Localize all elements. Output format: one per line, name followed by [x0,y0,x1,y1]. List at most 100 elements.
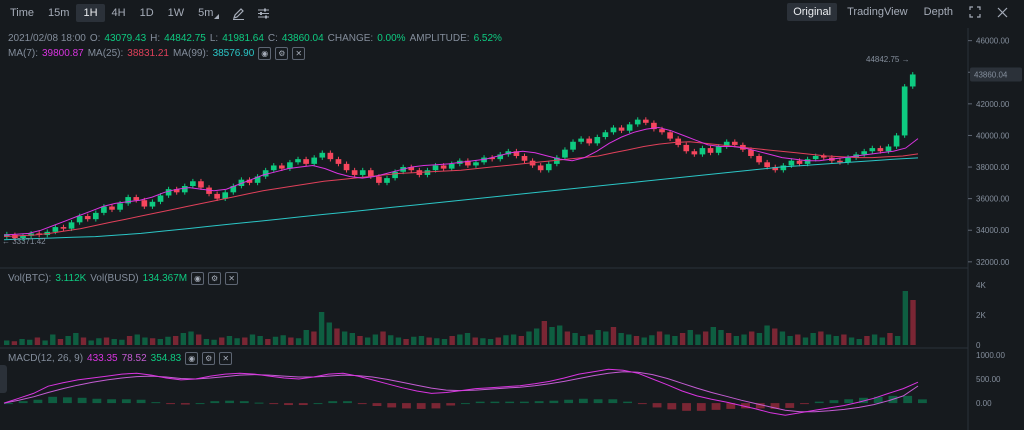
volume-bar [65,336,71,345]
volume-bar [541,321,548,345]
panel-collapse-handle[interactable] [0,365,7,393]
volume-bar [595,330,601,345]
candle [642,119,649,123]
volume-bar [203,339,210,345]
macd-histogram-bar [534,401,544,404]
candle [92,212,99,220]
interval-4h[interactable]: 4H [111,7,126,19]
volume-bar [533,328,540,345]
macd-histogram-bar [682,403,691,411]
macd-histogram-bar [549,400,559,404]
volume-bar [357,336,363,345]
view-original[interactable]: Original [787,3,838,21]
macd-histogram-bar [755,403,765,409]
interval-5m-label: 5m [198,7,214,19]
macd-histogram-bar [225,400,234,404]
candle [780,165,787,171]
ma7-line [3,126,919,236]
volume-bar [103,337,110,345]
ohlc-date: 2021/02/08 18:00 [8,33,86,44]
eye-icon[interactable]: ◉ [258,47,272,60]
candle [68,222,75,229]
close-icon[interactable]: ✕ [292,47,306,60]
macd-histogram-bar [696,403,706,411]
candle [287,162,293,169]
settings-sliders-icon[interactable] [251,4,276,23]
vol-btc-value: 3.112K [55,273,87,284]
macd-histogram-bar [741,403,750,409]
time-label[interactable]: Time [10,7,35,19]
volume-bar [219,337,225,345]
dropdown-triangle-icon [214,14,220,19]
volume-bar [180,333,187,345]
macd-histogram-bar [298,403,308,406]
ma99-line [3,157,919,241]
eye-icon[interactable]: ◉ [185,352,199,365]
volume-bar [211,339,217,345]
close-icon[interactable]: ✕ [219,352,233,365]
volume-bar [795,334,801,345]
macd-histogram-bar [770,403,780,409]
fullscreen-icon[interactable] [963,3,987,21]
volume-bar [27,339,33,345]
vol-btc-label: Vol(BTC): [8,273,52,284]
volume-bar [572,333,578,345]
candle [602,132,609,138]
view-depth[interactable]: Depth [923,6,953,18]
macd-histogram-bar [814,401,824,404]
volume-bar [4,340,10,345]
interval-5m[interactable]: 5m [191,4,226,22]
volume-bar [111,339,117,345]
price-tick-label: 36000.00 [976,195,1010,204]
volume-bar [603,331,609,345]
volume-bar [894,336,901,345]
interval-1d[interactable]: 1D [139,7,154,19]
candle [327,152,334,160]
candle [877,148,884,152]
volume-bar [887,333,893,345]
candle [497,154,504,160]
interval-1h[interactable]: 1H [76,4,105,22]
candle [707,148,714,153]
volume-bar [341,331,348,345]
ma25-line [3,141,919,238]
volume-bar [818,331,824,345]
gear-icon[interactable]: ⚙ [208,272,222,285]
candle [675,138,682,145]
candle [4,234,10,237]
gear-icon[interactable]: ⚙ [275,47,289,60]
volume-bar [618,333,624,345]
macd-histogram-bar [446,403,456,406]
candle [367,170,374,177]
candle [634,119,641,125]
volume-bar [733,336,740,345]
macd-histogram-bar [461,403,470,405]
pencil-icon[interactable] [226,4,251,23]
volume-bar [96,338,102,345]
volume-bar [725,333,732,345]
candle [279,165,285,169]
volume-bar [902,291,909,345]
volume-bar [464,333,471,345]
candle [505,151,512,155]
candle [198,181,204,188]
candle [756,155,762,163]
view-tradingview[interactable]: TradingView [847,6,908,18]
macd-histogram-bar [726,403,736,409]
price-tick-label: 32000.00 [976,258,1010,267]
macd-histogram-bar [77,397,87,404]
interval-15m[interactable]: 15m [48,7,70,19]
close-icon[interactable] [991,4,1014,21]
candle [618,127,625,131]
candle [20,235,26,239]
volume-bar [42,340,48,345]
close-icon[interactable]: ✕ [225,272,239,285]
macd-histogram-bar [313,403,323,405]
volume-bar [741,334,747,345]
gear-icon[interactable]: ⚙ [202,352,216,365]
ohlc-high: 44842.75 [164,33,206,44]
interval-1w[interactable]: 1W [167,7,185,19]
volume-bar [910,300,916,345]
eye-icon[interactable]: ◉ [191,272,205,285]
